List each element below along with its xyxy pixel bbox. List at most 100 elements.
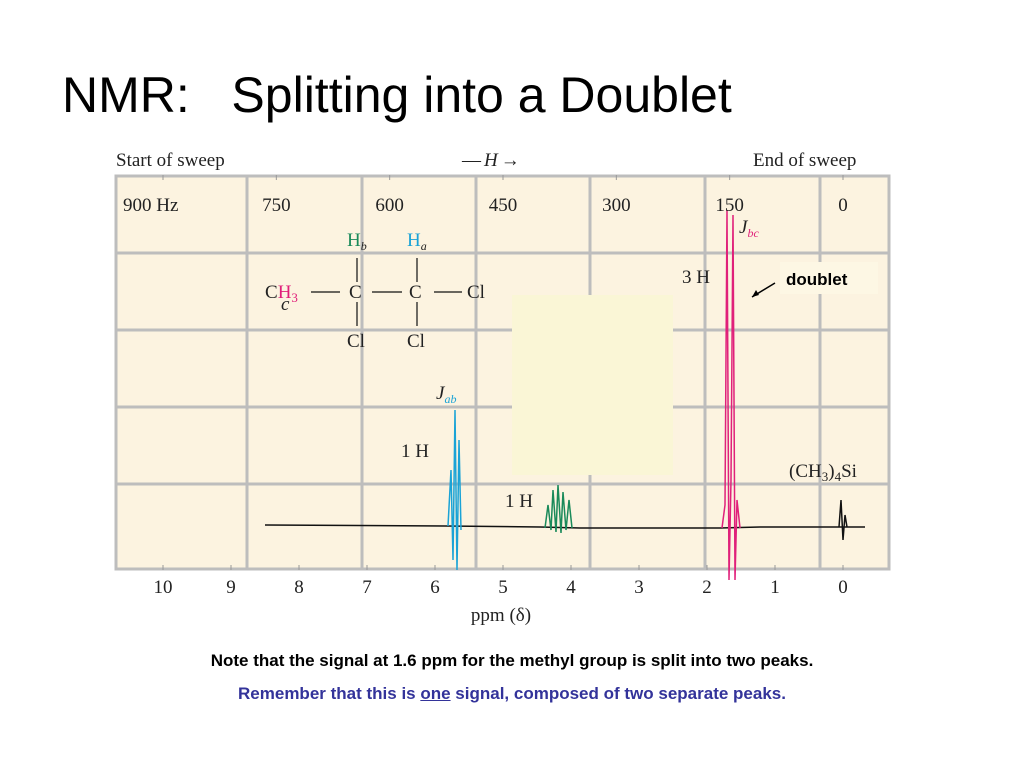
tms-label-part: 3 <box>822 469 829 484</box>
tms-label-part: Si <box>841 461 857 482</box>
bonds <box>311 258 462 326</box>
ppm-tick-label-part: 3 <box>634 577 644 598</box>
atom-ch3-label-part: c <box>281 294 290 315</box>
ppm-tick-label-part: 2 <box>702 577 712 598</box>
atom-ha-part: H <box>407 230 421 251</box>
j-ab-part: J <box>436 383 446 404</box>
ppm-tick-label-part: 8 <box>294 577 304 598</box>
highlight <box>512 295 673 475</box>
atom-ch3-part: 3 <box>291 290 298 305</box>
integral: 3 H <box>682 267 710 288</box>
callout-arrowhead <box>752 290 759 297</box>
x-axis-label: ppm (δ) <box>471 605 531 626</box>
ppm-tick-label: 6 <box>430 577 440 598</box>
j-ab: Jab <box>436 383 456 406</box>
j-bc-part: J <box>739 217 749 238</box>
hz-tick-label-part: 450 <box>489 195 518 216</box>
note-emphasis: one <box>420 684 451 703</box>
integral-part: 1 H <box>401 441 429 462</box>
hz-tick-label: 600 <box>375 195 404 216</box>
atom-ch3-label: c <box>281 294 290 315</box>
hz-tick-label-part: 0 <box>838 195 848 216</box>
note: Remember that this is one signal, compos… <box>0 684 1024 704</box>
callout-box <box>780 262 878 294</box>
tms-label-part: ) <box>828 461 834 482</box>
slide-title: NMR: Splitting into a Doublet <box>62 67 732 123</box>
hz-tick-label: 150 <box>715 195 744 216</box>
atom-cl-part: Cl <box>407 331 425 352</box>
spectrum-trace <box>264 209 865 581</box>
note-text: signal, composed of two separate peaks. <box>450 684 786 703</box>
integral: 1 H <box>505 491 533 512</box>
ppm-tick-label-part: 7 <box>362 577 372 598</box>
atom-cl-part: Cl <box>467 282 485 303</box>
hz-tick-label-part: 900 Hz <box>123 195 178 216</box>
atom-cl: Cl <box>407 331 425 352</box>
atom-ha: Ha <box>407 230 427 253</box>
sweep-start-part: Start of sweep <box>116 150 225 171</box>
integral-part: 1 H <box>505 491 533 512</box>
callout-label: doublet <box>786 270 848 289</box>
sweep-end-part: End of sweep <box>753 150 856 171</box>
ppm-tick-label: 3 <box>634 577 644 598</box>
atom-hb-part: H <box>347 230 361 251</box>
sweep-direction-part: H <box>483 150 499 171</box>
hz-tick-label: 450 <box>489 195 518 216</box>
atom-c-part: C <box>349 282 362 303</box>
j-bc-part: bc <box>747 226 759 240</box>
ppm-tick-label-part: 5 <box>498 577 508 598</box>
ppm-tick-label-part: 10 <box>154 577 173 598</box>
hz-tick-label-part: 600 <box>375 195 404 216</box>
ppm-tick-label-part: 0 <box>838 577 848 598</box>
spectrum-background <box>115 175 890 570</box>
atom-c: C <box>349 282 362 303</box>
atom-hb-part: b <box>361 239 367 253</box>
atom-ch3-part: C <box>265 282 278 303</box>
sweep-start: Start of sweep <box>116 150 225 171</box>
note: Note that the signal at 1.6 ppm for the … <box>210 651 814 670</box>
grid <box>114 174 891 571</box>
integral: 1 H <box>401 441 429 462</box>
sweep-direction: — H → <box>461 150 520 171</box>
ppm-tick-label: 10 <box>154 577 173 598</box>
atom-ha-part: a <box>421 239 427 253</box>
x-axis-label-part: ppm (δ) <box>471 605 531 626</box>
ppm-tick-label: 4 <box>566 577 576 598</box>
ppm-tick-label: 0 <box>838 577 848 598</box>
hz-tick-label: 0 <box>838 195 848 216</box>
hz-tick-label: 750 <box>262 195 291 216</box>
atom-cl: Cl <box>467 282 485 303</box>
hz-tick-label-part: 750 <box>262 195 291 216</box>
j-ab-part: ab <box>444 392 456 406</box>
hz-tick-label: 900 Hz <box>123 195 178 216</box>
integral-part: 3 H <box>682 267 710 288</box>
tms-label-part: (CH <box>789 461 822 482</box>
hz-tick-label-part: 150 <box>715 195 744 216</box>
hz-tick-label: 300 <box>602 195 631 216</box>
note-text: Remember that this is <box>238 684 421 703</box>
ppm-tick-label: 2 <box>702 577 712 598</box>
tms-label: (CH3)4Si <box>789 461 857 484</box>
hz-tick-label-part: 300 <box>602 195 631 216</box>
ppm-tick-label: 9 <box>226 577 236 598</box>
sweep-end: End of sweep <box>753 150 856 171</box>
atom-hb: Hb <box>347 230 367 253</box>
sweep-direction-part: → <box>501 150 520 171</box>
ppm-tick-label-part: 6 <box>430 577 440 598</box>
ppm-tick-label: 5 <box>498 577 508 598</box>
sweep-direction-part: — <box>461 150 482 171</box>
atom-ch3: CH3 <box>265 282 298 305</box>
ppm-tick-label: 7 <box>362 577 372 598</box>
j-bc: Jbc <box>739 217 759 240</box>
ppm-tick-label-part: 4 <box>566 577 576 598</box>
ppm-tick-label: 8 <box>294 577 304 598</box>
atom-cl: Cl <box>347 331 365 352</box>
atom-cl-part: Cl <box>347 331 365 352</box>
tms-label-part: 4 <box>835 469 842 484</box>
atom-ch3-part: H <box>278 282 292 303</box>
atom-c: C <box>409 282 422 303</box>
ppm-tick-label-part: 9 <box>226 577 236 598</box>
ppm-tick-label-part: 1 <box>770 577 780 598</box>
